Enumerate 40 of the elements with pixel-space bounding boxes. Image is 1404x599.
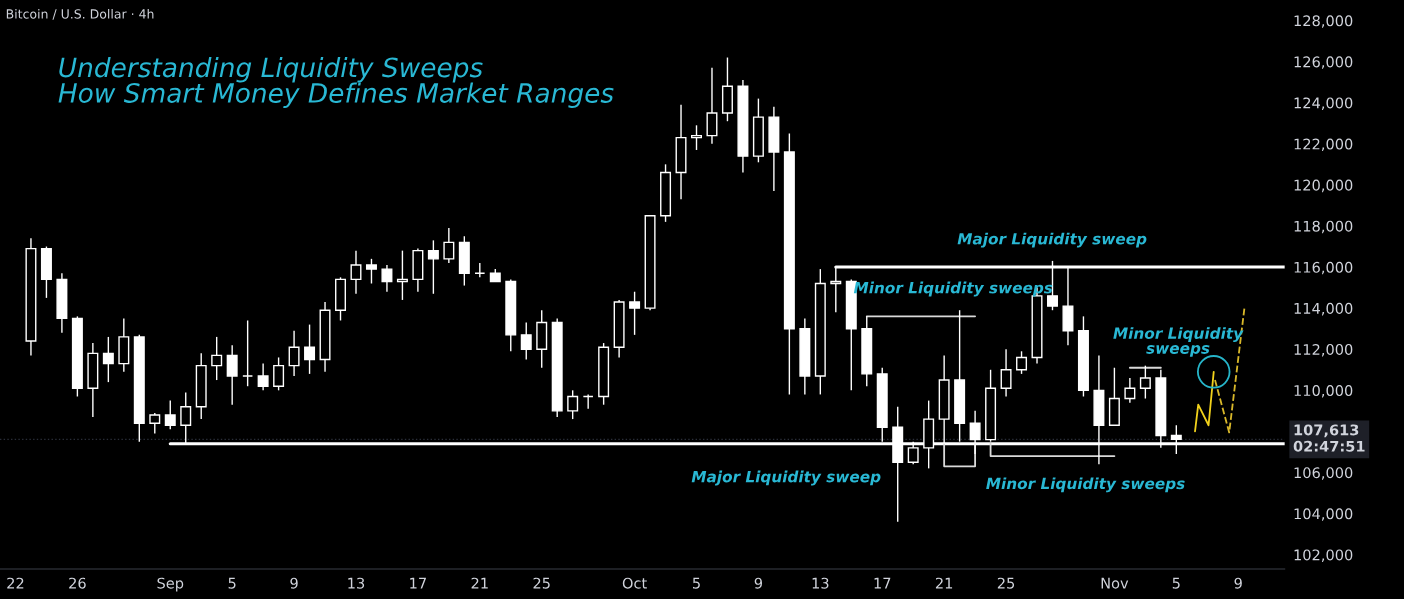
x-tick-label: 5: [692, 577, 700, 589]
x-tick-label: 13: [812, 577, 829, 589]
x-tick-label: 5: [1172, 577, 1180, 589]
text: Understanding Liquidity Sweeps: [59, 56, 483, 83]
y-tick-label: 104,000: [1294, 508, 1353, 521]
x-tick-label: 9: [290, 577, 298, 589]
x-tick-label: 26: [69, 577, 86, 589]
y-tick-label: 128,000: [1294, 15, 1353, 28]
annotation: Major Liquidity sweep: [691, 470, 881, 486]
annotation: Bitcoin / U.S. Dollar · 4h: [6, 8, 154, 20]
y-tick-label: 116,000: [1294, 261, 1353, 275]
y-tick-label: 126,000: [1294, 56, 1353, 69]
x-tick-label: 5: [228, 577, 236, 589]
annotation: Minor Liquidity sweeps: [1113, 327, 1244, 357]
x-tick-label: 17: [874, 577, 891, 589]
x-tick-label: 21: [935, 577, 953, 589]
x-tick-label: 9: [754, 577, 763, 589]
x-tick-label: 25: [997, 577, 1015, 589]
ref-line-label: 107,613 02:47:51: [1293, 424, 1365, 452]
y-tick-label: 118,000: [1294, 220, 1353, 234]
x-tick-label: 22: [7, 577, 24, 589]
x-tick-label: 21: [471, 577, 488, 589]
x-tick-label: Nov: [1101, 577, 1129, 589]
y-tick-label: 120,000: [1294, 179, 1353, 193]
y-tick-label: 110,000: [1294, 385, 1353, 398]
x-tick-label: Oct: [622, 577, 647, 589]
x-tick-label: 25: [533, 577, 550, 589]
x-tick-label: 13: [348, 577, 365, 589]
y-tick-label: 106,000: [1294, 467, 1353, 480]
y-tick-label: 122,000: [1294, 138, 1353, 152]
x-tick-label: Sep: [157, 577, 184, 592]
y-tick-label: 124,000: [1294, 97, 1353, 110]
y-tick-label: 112,000: [1294, 343, 1353, 357]
text: How Smart Money Defines Market Ranges: [58, 82, 614, 109]
y-tick-label: 114,000: [1294, 302, 1353, 316]
x-tick-label: 9: [1234, 577, 1242, 589]
y-tick-label: 102,000: [1294, 549, 1353, 562]
annotation: Minor Liquidity sweeps: [986, 477, 1185, 493]
x-tick-label: 17: [410, 577, 426, 589]
annotation: Major Liquidity sweep: [957, 232, 1147, 248]
